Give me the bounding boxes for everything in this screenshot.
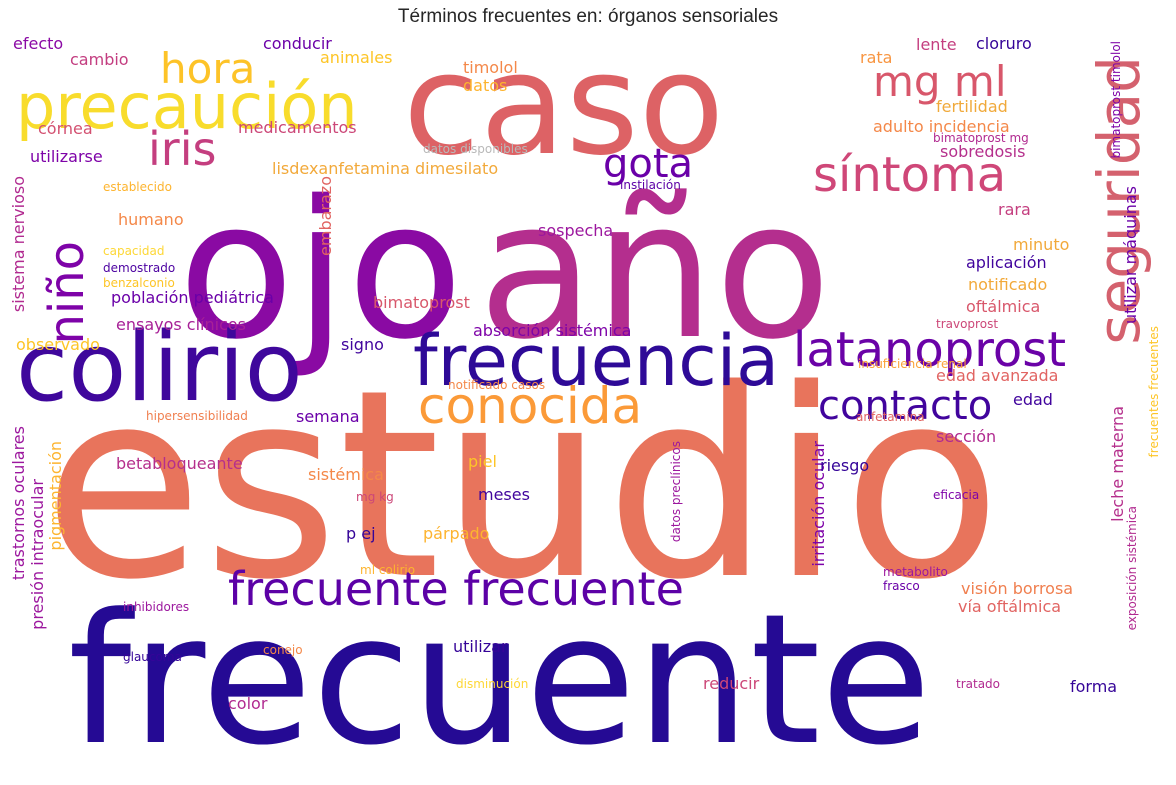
word-conejo: conejo — [263, 643, 303, 657]
word-bimatoprost: bimatoprost — [373, 293, 470, 312]
word-trastornos-oculares: trastornos oculares — [9, 426, 28, 581]
word-embarazo: embarazo — [316, 176, 335, 256]
word-datos: datos — [463, 76, 508, 95]
word-piel: piel — [468, 452, 497, 471]
word-oftalmica: oftálmica — [966, 297, 1041, 316]
word-capacidad: capacidad — [103, 244, 165, 258]
word-iris: iris — [148, 122, 217, 176]
word-colirio: colirio — [16, 313, 303, 423]
word-establecido: establecido — [103, 180, 172, 194]
word-conducir: conducir — [263, 34, 332, 53]
word-parpado: párpado — [423, 524, 490, 543]
word-efecto: efecto — [13, 34, 64, 53]
word-p-ej: p ej — [346, 524, 376, 543]
word-cloruro: cloruro — [976, 34, 1032, 53]
word-animales: animales — [320, 48, 393, 67]
word-riesgo: riesgo — [820, 456, 870, 475]
word-mg-ml: mg ml — [873, 57, 1007, 106]
word-exposicion-sistemica: exposición sistémica — [1125, 506, 1139, 631]
word-nino: niño — [39, 241, 95, 345]
word-humano: humano — [118, 210, 184, 229]
word-metabolito: metabolito — [883, 565, 948, 579]
word-adulto-incidencia: adulto incidencia — [873, 117, 1010, 136]
word-timolol: timolol — [463, 58, 518, 77]
word-color: color — [228, 694, 268, 713]
word-latanoprost: latanoprost — [793, 322, 1067, 378]
word-seccion: sección — [936, 427, 997, 446]
word-observado: observado — [16, 335, 100, 354]
word-ml-colirio: ml colirio — [360, 563, 416, 577]
word-frasco: frasco — [883, 579, 920, 593]
word-via-oftalmica: vía oftálmica — [958, 597, 1062, 616]
word-contacto: contacto — [818, 383, 993, 429]
word-gota: gota — [603, 141, 694, 187]
word-rara: rara — [998, 200, 1031, 219]
word-absorcion-sistemica: absorción sistémica — [473, 321, 632, 340]
word-edad-avanzada: edad avanzada — [936, 366, 1059, 385]
word-aplicacion: aplicación — [966, 253, 1047, 272]
word-precaucion: precaución — [16, 70, 358, 143]
word-sobredosis: sobredosis — [940, 142, 1026, 161]
word-hora: hora — [160, 44, 256, 93]
word-sospecha: sospecha — [538, 221, 614, 240]
word-bimatoprost-timolol: bimatoprost timolol — [1109, 41, 1123, 159]
word-sistemica: sistémica — [308, 465, 384, 484]
word-datos-preclinicos: datos preclínicos — [669, 441, 683, 543]
word-tratado: tratado — [956, 677, 1001, 691]
word-minuto: minuto — [1013, 235, 1070, 254]
word-ensayos-clinicos: ensayos clínicos — [116, 315, 246, 334]
word-semana: semana — [296, 407, 360, 426]
chart-title: Términos frecuentes en: órganos sensoria… — [397, 6, 779, 27]
word-medicamentos: medicamentos — [238, 118, 357, 137]
word-travoprost: travoprost — [936, 317, 999, 331]
word-rata: rata — [860, 48, 893, 67]
word-demostrado: demostrado — [103, 261, 176, 275]
word-datos-disponibles: datos disponibles — [423, 142, 528, 156]
word-insuficiencia-renal: insuficiencia renal — [858, 357, 967, 371]
word-forma: forma — [1070, 677, 1118, 696]
word-pigmentacion: pigmentación — [46, 441, 65, 551]
word-cambio: cambio — [70, 50, 129, 69]
word-ano: año — [478, 160, 832, 381]
word-betabloqueante: betabloqueante — [116, 454, 243, 473]
word-reducir: reducir — [703, 674, 760, 693]
word-notificado: notificado — [968, 275, 1048, 294]
word-eficacia: eficacia — [933, 488, 980, 502]
word-anfetamina: anfetamina — [856, 410, 925, 424]
word-benzalconio: benzalconio — [103, 276, 175, 290]
word-cornea: córnea — [38, 119, 93, 138]
word-frecuentes-frecuentes: frecuentes frecuentes — [1147, 326, 1161, 458]
word-notificado-casos: notificado casos — [448, 378, 546, 392]
word-frecuente-frecuente: frecuente frecuente — [228, 562, 684, 616]
word-signo: signo — [341, 335, 384, 354]
word-inhibidores: inhibidores — [123, 600, 190, 614]
word-utilizar-maquinas: utilizar máquinas — [1121, 186, 1140, 325]
word-hipersensibilidad: hipersensibilidad — [146, 409, 248, 423]
word-estudio: estudio — [43, 335, 1002, 637]
word-bimatoprost-mg: bimatoprost mg — [933, 131, 1029, 145]
word-utilizar: utilizar — [453, 637, 508, 656]
word-presion-intraocular: presión intraocular — [28, 479, 47, 630]
word-vision-borrosa: visión borrosa — [961, 579, 1074, 598]
word-meses: meses — [478, 485, 530, 504]
word-frecuencia: frecuencia — [413, 320, 780, 402]
word-mg-kg: mg kg — [356, 490, 394, 504]
word-sistema-nervioso: sistema nervioso — [9, 176, 28, 313]
word-cloud: frecuente estudio ojo año caso colirio frecuen… — [8, 24, 1168, 771]
word-lente: lente — [916, 35, 957, 54]
word-glaucoma: glaucoma — [123, 650, 182, 664]
word-disminucion: disminución — [456, 677, 529, 691]
word-edad: edad — [1013, 390, 1053, 409]
word-poblacion-pediatrica: población pediátrica — [111, 288, 274, 307]
word-lisdexanfetamina-dimesilato: lisdexanfetamina dimesilato — [272, 159, 499, 178]
word-caso: caso — [403, 24, 725, 187]
word-conocida: conocida — [418, 377, 643, 435]
word-sintoma: síntoma — [813, 147, 1007, 203]
word-ojo: ojo — [178, 160, 464, 381]
word-utilizarse: utilizarse — [30, 147, 103, 166]
word-leche-materna: leche materna — [1108, 406, 1127, 522]
word-fertilidad: fertilidad — [936, 97, 1008, 116]
word-instilacion: instilación — [620, 178, 681, 192]
